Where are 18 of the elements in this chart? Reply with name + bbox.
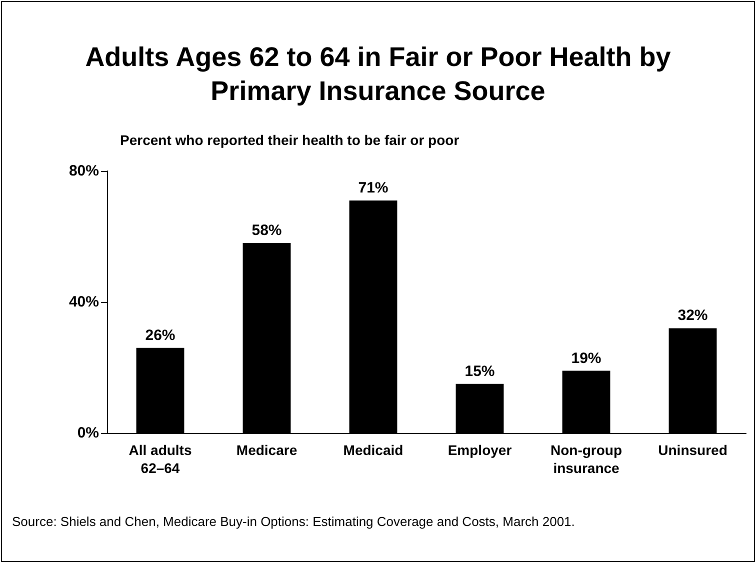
y-tick-label: 80% [68,162,99,180]
data-label: 19% [571,350,602,367]
data-label: 58% [252,222,282,240]
x-tick-label: Medicare [236,442,298,458]
data-label: 26% [145,326,176,344]
x-tick-label: Employer [448,442,512,458]
source-note: Source: Shiels and Chen, Medicare Buy-in Options: Estimating Coverage and Costs, March 2001. [12,513,576,531]
chart-subtitle: Percent who reported their health to be fair or poor [120,132,460,148]
data-label: 32% [678,307,708,324]
data-label: 71% [358,179,388,196]
x-tick-label: Uninsured [658,442,728,458]
x-tick-label: Non-group insurance [550,442,622,476]
y-tick-label: 0% [77,424,99,442]
chart-title: Adults Ages 62 to 64 in Fair or Poor Health by Primary Insurance Source [84,41,672,108]
data-label: 15% [464,362,495,380]
y-tick-label: 40% [68,294,99,310]
x-tick-label: All adults 62–64 [128,442,192,476]
x-tick-label: Medicaid [343,442,404,458]
